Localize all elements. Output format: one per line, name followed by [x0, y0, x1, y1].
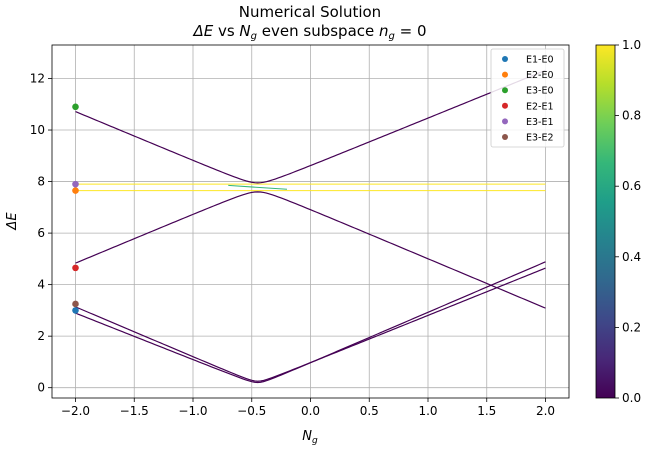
- series-start-point: [72, 187, 79, 194]
- legend-label: E2-E1: [526, 101, 554, 112]
- legend-box: [490, 48, 565, 148]
- x-tick-label: 1.0: [418, 404, 437, 418]
- x-ticks: −2.0 −1.5 −1.0 −0.5 0.0 0.5 1.0 1.5 2.0: [61, 398, 555, 418]
- subtitle-rest: even subspace: [257, 22, 379, 40]
- x-axis-label: Ng: [302, 429, 318, 446]
- y-tick-label: 4: [37, 278, 45, 292]
- y-tick-label: 0: [37, 381, 45, 395]
- subtitle-sub2: g: [389, 31, 395, 42]
- colorbar-tick-label: 0.8: [622, 109, 641, 123]
- chart-subtitle: ΔE vs Ng even subspace ng = 0: [192, 22, 426, 42]
- x-tick-label: 0.0: [301, 404, 320, 418]
- subtitle-sub: g: [251, 31, 257, 42]
- colorbar-tick-label: 1.0: [622, 38, 641, 52]
- legend-marker: [502, 56, 508, 62]
- legend-marker: [502, 87, 508, 94]
- subtitle-base: N: [239, 22, 250, 40]
- y-tick-label: 8: [37, 175, 45, 189]
- series-start-point: [72, 180, 79, 188]
- colorbar: 0.0 0.2 0.4 0.6 0.8 1.0: [595, 38, 641, 405]
- y-tick-label: 12: [30, 71, 45, 85]
- x-axis-label-sub: g: [312, 436, 318, 446]
- crossing-upper-curve: [75, 69, 546, 184]
- flat-band-line: [228, 184, 288, 190]
- start-points: [72, 103, 79, 314]
- colorbar-tick-label: 0.2: [622, 320, 641, 334]
- legend-marker: [502, 134, 508, 140]
- legend-label: E3-E2: [526, 133, 554, 144]
- colorbar-tick-label: 0.4: [622, 250, 641, 264]
- subtitle-base2: n: [379, 22, 389, 40]
- colorbar-tick-label: 0.6: [622, 179, 641, 193]
- legend-label: E2-E0: [526, 70, 554, 81]
- subtitle-eq: = 0: [395, 22, 427, 40]
- series-start-point: [72, 264, 79, 272]
- series-start-point: [72, 307, 79, 314]
- x-tick-label: 1.5: [477, 404, 496, 418]
- colorbar-tick-label: 0.0: [622, 391, 641, 405]
- low-pair-curve: [75, 267, 546, 382]
- series-start-point: [72, 300, 79, 308]
- legend-marker: [502, 102, 508, 109]
- chart-title: Numerical Solution: [239, 3, 381, 21]
- x-tick-label: 2.0: [536, 404, 555, 418]
- series-start-point: [72, 103, 79, 111]
- x-tick-label: −1.5: [120, 404, 149, 418]
- subtitle-var: ΔE: [192, 22, 213, 40]
- legend-marker: [502, 71, 508, 78]
- y-tick-label: 2: [37, 329, 45, 343]
- y-axis-label: ΔE: [5, 212, 20, 231]
- legend-marker: [502, 118, 508, 125]
- crossing-lower-curve: [75, 191, 546, 309]
- legend-label: E1-E0: [526, 55, 554, 66]
- legend: E1-E0 E2-E0 E3-E0 E2-E1 E3-E1 E3-E2: [490, 48, 565, 148]
- y-tick-label: 6: [37, 226, 45, 240]
- y-tick-label: 10: [30, 123, 45, 137]
- x-tick-label: −2.0: [61, 404, 90, 418]
- x-tick-label: 0.5: [360, 404, 379, 418]
- y-ticks: 0 2 4 6 8 10 12: [30, 71, 52, 395]
- x-tick-label: −0.5: [237, 404, 266, 418]
- grid: [52, 45, 569, 398]
- curves: [75, 69, 546, 384]
- x-tick-label: −1.0: [178, 404, 207, 418]
- x-axis-label-base: N: [302, 429, 312, 444]
- colorbar-gradient: [595, 44, 616, 399]
- legend-label: E3-E0: [526, 86, 554, 97]
- subtitle-vs: vs: [213, 22, 239, 40]
- legend-label: E3-E1: [526, 117, 554, 128]
